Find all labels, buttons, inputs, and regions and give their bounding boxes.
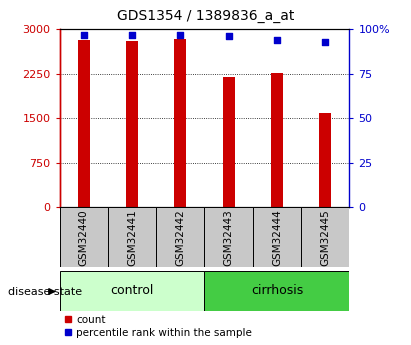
Bar [60, 271, 205, 310]
Bar [126, 41, 138, 207]
Point [322, 39, 328, 45]
Point [81, 32, 87, 37]
Bar [78, 40, 90, 207]
Text: GSM32443: GSM32443 [224, 209, 233, 266]
Text: GSM32445: GSM32445 [320, 209, 330, 266]
Text: cirrhosis: cirrhosis [251, 284, 303, 297]
Text: control: control [110, 284, 154, 297]
Point [225, 34, 232, 39]
Text: GSM32440: GSM32440 [79, 209, 89, 266]
Text: disease state: disease state [8, 287, 82, 296]
Bar [60, 207, 108, 267]
Bar [253, 207, 301, 267]
Text: GSM32442: GSM32442 [175, 209, 185, 266]
Bar [223, 77, 235, 207]
Legend: count, percentile rank within the sample: count, percentile rank within the sample [65, 315, 252, 338]
Text: GDS1354 / 1389836_a_at: GDS1354 / 1389836_a_at [117, 9, 294, 23]
Text: GSM32444: GSM32444 [272, 209, 282, 266]
Bar [204, 271, 349, 310]
Point [177, 32, 184, 37]
Bar [301, 207, 349, 267]
Point [129, 32, 135, 37]
Text: GSM32441: GSM32441 [127, 209, 137, 266]
Bar [174, 39, 186, 207]
Bar [156, 207, 204, 267]
Bar [271, 73, 283, 207]
Bar [319, 114, 331, 207]
Bar [108, 207, 156, 267]
Bar [204, 207, 253, 267]
Point [274, 37, 280, 43]
